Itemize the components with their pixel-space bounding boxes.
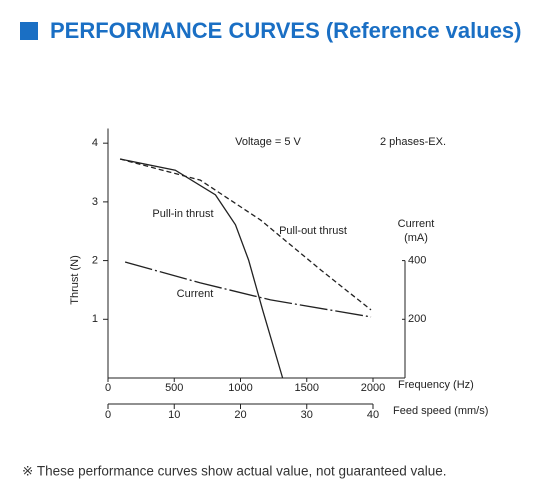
series-label: Current	[177, 288, 214, 300]
x-axis-label: Frequency (Hz)	[398, 379, 474, 391]
x-tick-label: 2000	[361, 382, 385, 394]
y2-axis-label: (mA)	[404, 232, 428, 244]
footnote: ※ These performance curves show actual v…	[22, 464, 447, 479]
series-label: Pull-out thrust	[279, 225, 347, 237]
title-icon	[20, 22, 38, 40]
y-tick-label: 4	[92, 137, 98, 149]
y-tick-label: 3	[92, 196, 98, 208]
x2-tick-label: 10	[168, 409, 180, 421]
x-tick-label: 500	[165, 382, 183, 394]
annotation: 2 phases-EX.	[380, 136, 446, 148]
x2-tick-label: 30	[301, 409, 313, 421]
x2-tick-label: 40	[367, 409, 379, 421]
y2-tick-label: 400	[408, 254, 426, 266]
y-tick-label: 1	[92, 313, 98, 325]
series-label: Pull-in thrust	[152, 208, 213, 220]
chart-title: PERFORMANCE CURVES (Reference values)	[50, 18, 522, 43]
x-tick-label: 0	[105, 382, 111, 394]
x2-tick-label: 0	[105, 409, 111, 421]
y-axis-label: Thrust (N)	[69, 255, 81, 305]
x2-tick-label: 20	[234, 409, 246, 421]
y2-tick-label: 200	[408, 313, 426, 325]
x-tick-label: 1000	[228, 382, 252, 394]
y2-axis-label: Current	[398, 218, 435, 230]
x2-axis-label: Feed speed (mm/s)	[393, 405, 488, 417]
series-line	[119, 158, 284, 379]
y-tick-label: 2	[92, 254, 98, 266]
series-line	[124, 261, 372, 318]
x-tick-label: 1500	[295, 382, 319, 394]
annotation: Voltage = 5 V	[235, 136, 301, 148]
series-line	[119, 158, 372, 311]
